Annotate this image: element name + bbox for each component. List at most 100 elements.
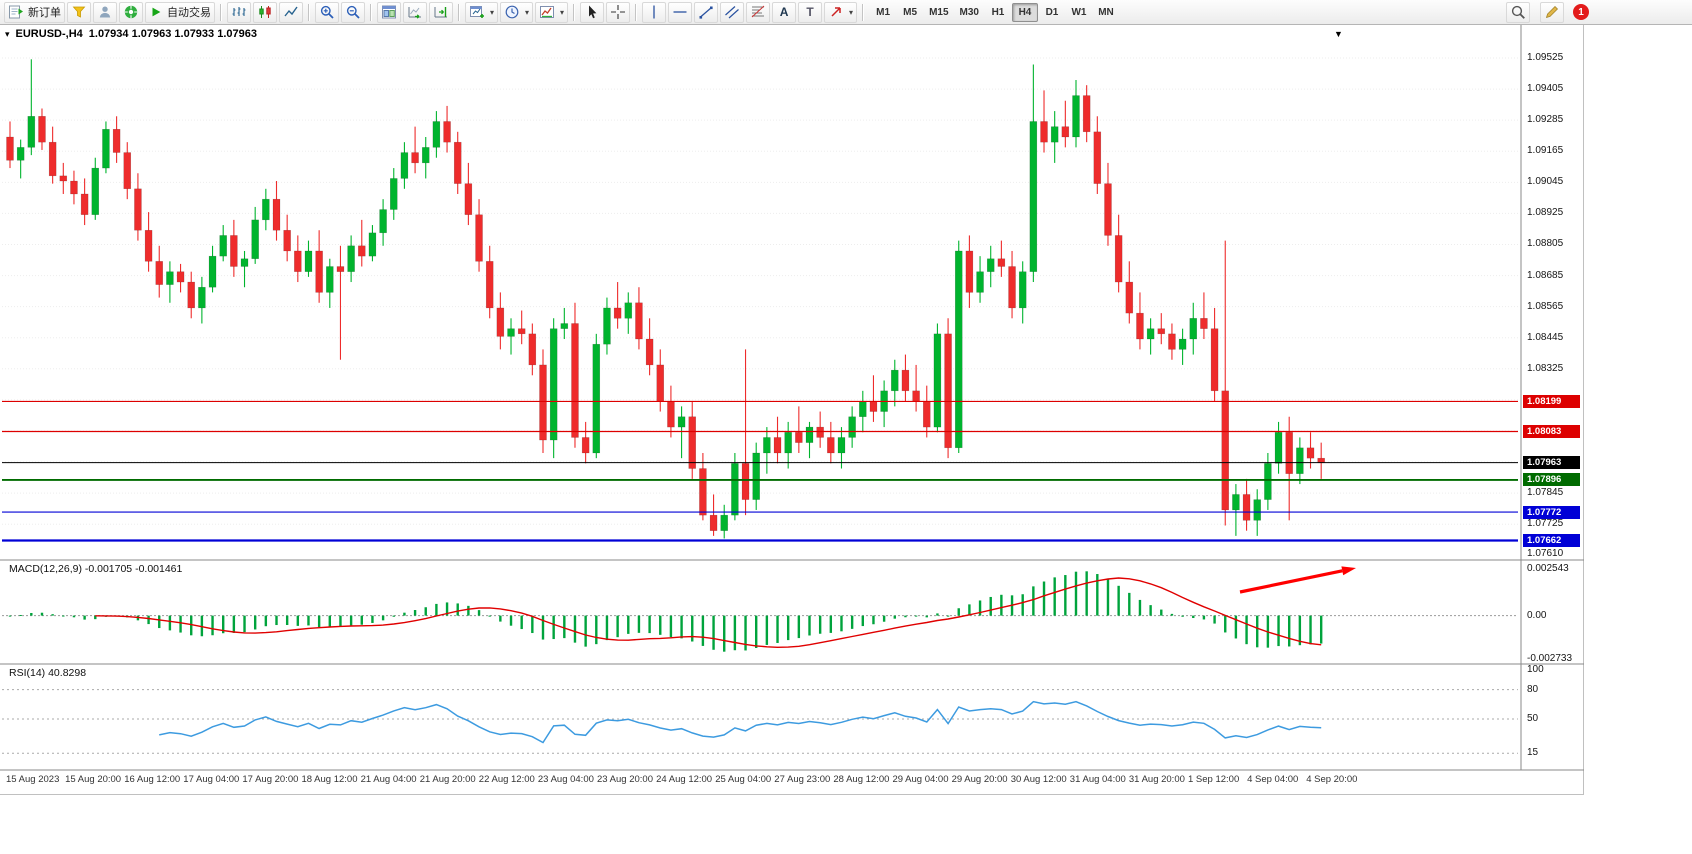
timeframe-button-m15[interactable]: M15 [924, 3, 953, 22]
rsi-scale-label: 15 [1527, 747, 1539, 759]
candles-group [6, 59, 1325, 539]
trendline-icon [698, 4, 714, 20]
edit-button[interactable] [1540, 1, 1564, 23]
cursor-button[interactable] [580, 1, 605, 23]
dropdown-caret-icon: ▾ [490, 7, 495, 17]
line-chart-button[interactable] [279, 1, 303, 23]
time-axis-label: 21 Aug 20:00 [419, 774, 476, 785]
price-tag[interactable]: 1.07662 [1523, 534, 1580, 548]
time-axis-label: 25 Aug 04:00 [715, 774, 772, 785]
periods-dropdown[interactable]: ▾ [500, 1, 534, 23]
equidistant-channel-icon [724, 4, 740, 20]
profile-button[interactable] [93, 1, 117, 23]
tile-windows-icon [381, 4, 397, 20]
timeframe-button-m5[interactable]: M5 [897, 3, 923, 22]
toolbar-separator [458, 3, 460, 21]
timeframe-toolbar: M1 M5 M15 M30 H1 H4 D1 W1 MN [870, 2, 1119, 22]
price-tag[interactable]: 1.08083 [1523, 424, 1580, 438]
search-icon [1510, 4, 1526, 20]
zoom-in-button[interactable] [315, 1, 339, 23]
time-axis-label: 17 Aug 20:00 [242, 774, 299, 785]
candlestick-chart-button[interactable] [253, 1, 277, 23]
price-tick-label: 1.09165 [1527, 145, 1564, 157]
trendline-button[interactable] [694, 1, 719, 23]
autotrading-button[interactable]: 自动交易 [145, 1, 215, 23]
auto-scroll-button[interactable] [403, 1, 427, 23]
dropdown-caret-icon: ▾ [849, 7, 854, 17]
templates-dropdown[interactable]: ▾ [535, 1, 569, 23]
price-tick-label: 1.09405 [1527, 83, 1564, 95]
new-order-icon [8, 4, 24, 20]
arrow-annotation-head[interactable] [1341, 566, 1356, 576]
price-tag[interactable]: 1.08199 [1523, 394, 1580, 408]
price-tag[interactable]: 1.07963 [1523, 456, 1580, 470]
community-icon [123, 4, 139, 20]
zoom-in-icon [319, 4, 335, 20]
notification-badge[interactable]: 1 [1573, 4, 1589, 20]
metaeditor-button[interactable] [67, 1, 91, 23]
periods-clock-icon [504, 4, 520, 20]
autotrading-play-icon [149, 5, 163, 19]
zoom-out-button[interactable] [341, 1, 365, 23]
metaeditor-icon [71, 4, 87, 20]
new-order-button[interactable]: 新订单 [4, 1, 65, 23]
chart-shift-marker-icon[interactable]: ▼ [1334, 29, 1343, 39]
arrow-annotation [1239, 569, 1343, 594]
one-click-trading-toggle-icon[interactable]: ▾ [5, 28, 10, 39]
arrow-tools-icon [828, 4, 844, 20]
toolbar-separator [220, 3, 222, 21]
text-button[interactable]: A [772, 1, 797, 23]
dropdown-caret-icon: ▾ [525, 7, 530, 17]
chart-shift-button[interactable] [429, 1, 453, 23]
macd-indicator-label: MACD(12,26,9) -0.001705 -0.001461 [7, 563, 185, 575]
time-axis-label: 4 Sep 20:00 [1306, 774, 1358, 785]
macd-signal-line [95, 577, 1322, 649]
vertical-line-button[interactable] [642, 1, 667, 23]
chart-header: ▾ EURUSD-,H4 1.07934 1.07963 1.07933 1.0… [5, 28, 257, 40]
rsi-scale-label: 100 [1527, 664, 1544, 675]
timeframe-button-h1[interactable]: H1 [985, 3, 1011, 22]
crosshair-button[interactable] [606, 1, 631, 23]
candlestick-chart[interactable] [0, 25, 1584, 795]
toolbar-separator [862, 3, 865, 21]
fibonacci-icon [750, 4, 766, 20]
price-tick-label: 1.08325 [1527, 362, 1564, 374]
new-chart-dropdown[interactable]: ▾ [465, 1, 499, 23]
fibonacci-button[interactable] [746, 1, 771, 23]
price-tag[interactable]: 1.07896 [1523, 473, 1580, 487]
toolbar-right-group: 1 [1505, 1, 1689, 23]
macd-scale-label: -0.002733 [1527, 653, 1573, 664]
community-button[interactable] [119, 1, 143, 23]
time-axis-label: 4 Sep 04:00 [1247, 774, 1299, 785]
macd-scale-label: 0.002543 [1527, 563, 1569, 574]
line-chart-icon [283, 4, 299, 20]
toolbar-separator [635, 3, 638, 21]
time-axis-label: 28 Aug 12:00 [833, 774, 890, 785]
timeframe-button-m30[interactable]: M30 [955, 3, 984, 22]
timeframe-button-d1[interactable]: D1 [1039, 3, 1065, 22]
timeframe-button-mn[interactable]: MN [1093, 3, 1119, 22]
horizontal-line-button[interactable] [668, 1, 693, 23]
price-tick-label: 1.07610 [1527, 548, 1564, 559]
zoom-out-icon [345, 4, 361, 20]
price-tag[interactable]: 1.07772 [1523, 505, 1580, 519]
timeframe-button-h4[interactable]: H4 [1011, 2, 1038, 22]
autotrading-label: 自动交易 [167, 7, 211, 19]
candlestick-chart-icon [257, 4, 273, 20]
bar-chart-button[interactable] [227, 1, 251, 23]
rsi-scale-label: 50 [1527, 713, 1539, 724]
timeframe-button-w1[interactable]: W1 [1066, 3, 1092, 22]
auto-scroll-icon [407, 4, 423, 20]
tile-windows-button[interactable] [377, 1, 401, 23]
time-axis-label: 18 Aug 12:00 [301, 774, 358, 785]
text-label-button[interactable]: T [798, 1, 823, 23]
chart-window[interactable]: ▾ EURUSD-,H4 1.07934 1.07963 1.07933 1.0… [0, 25, 1584, 795]
search-button[interactable] [1506, 1, 1530, 23]
time-axis-label: 31 Aug 20:00 [1128, 774, 1185, 785]
arrows-button[interactable]: ▾ [824, 1, 858, 23]
timeframe-button-m1[interactable]: M1 [870, 3, 896, 22]
time-axis-label: 30 Aug 12:00 [1010, 774, 1067, 785]
rsi-indicator-label: RSI(14) 40.8298 [7, 667, 89, 679]
equidistant-channel-button[interactable] [720, 1, 745, 23]
